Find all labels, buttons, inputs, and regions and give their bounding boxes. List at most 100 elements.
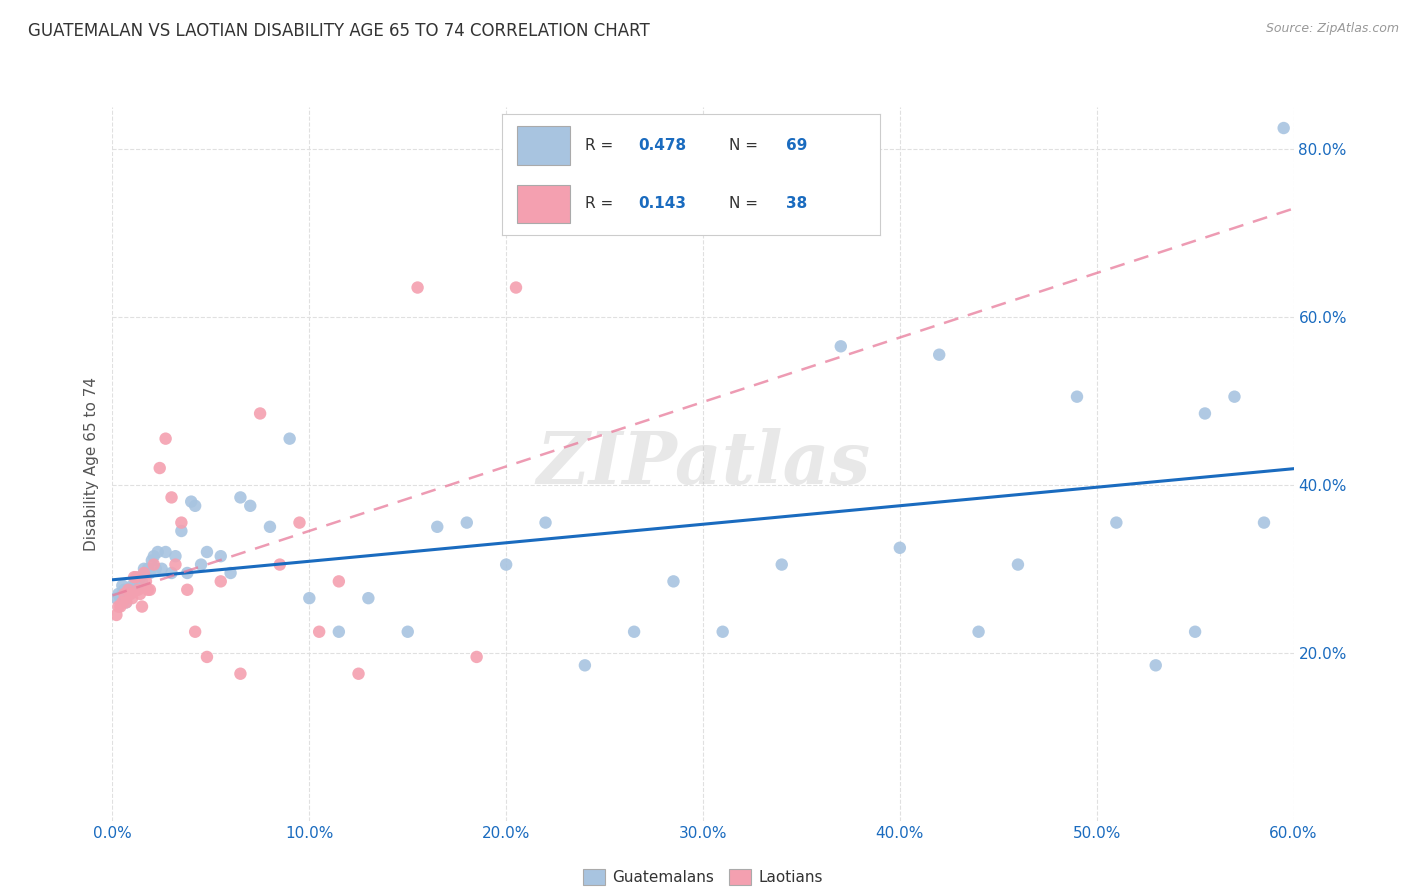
Point <box>662 574 685 589</box>
Point <box>505 280 527 294</box>
Point <box>229 666 252 681</box>
Point <box>1194 407 1216 421</box>
Text: ZIPatlas: ZIPatlas <box>536 428 870 500</box>
Point <box>155 432 177 446</box>
Point <box>155 545 177 559</box>
Point <box>141 553 163 567</box>
Point <box>121 582 143 597</box>
Point <box>132 566 155 580</box>
Point <box>146 545 169 559</box>
Point <box>406 280 429 294</box>
Point <box>139 582 162 597</box>
Point <box>165 549 187 564</box>
Point <box>170 516 193 530</box>
Point <box>107 599 129 614</box>
Point <box>131 599 153 614</box>
Point <box>249 407 271 421</box>
Point <box>131 574 153 589</box>
Point <box>135 566 157 580</box>
Point <box>209 549 232 564</box>
Point <box>1066 390 1088 404</box>
Point <box>967 624 990 639</box>
Point <box>115 595 138 609</box>
Point <box>117 582 139 597</box>
Point <box>135 574 157 589</box>
Point <box>465 649 488 664</box>
Point <box>1223 390 1246 404</box>
Point <box>110 591 132 606</box>
Point <box>1105 516 1128 530</box>
Point <box>150 562 173 576</box>
Point <box>122 578 145 592</box>
Point <box>111 595 134 609</box>
Point <box>269 558 291 572</box>
Point <box>176 566 198 580</box>
Point <box>928 348 950 362</box>
Point <box>105 607 128 622</box>
Point <box>136 582 159 597</box>
Point <box>129 570 152 584</box>
Point <box>105 591 128 606</box>
Point <box>1272 121 1295 136</box>
Point <box>129 587 152 601</box>
Point <box>288 516 311 530</box>
Point <box>328 624 350 639</box>
Point <box>111 587 134 601</box>
Point <box>357 591 380 606</box>
Point <box>149 461 172 475</box>
Point <box>574 658 596 673</box>
Point <box>1007 558 1029 572</box>
Point <box>120 587 142 601</box>
Point <box>115 595 138 609</box>
Point <box>623 624 645 639</box>
Point <box>347 666 370 681</box>
Point <box>456 516 478 530</box>
Point <box>180 494 202 508</box>
Point <box>125 582 148 597</box>
Point <box>170 524 193 538</box>
Point <box>1184 624 1206 639</box>
Point <box>121 591 143 606</box>
Point <box>1253 516 1275 530</box>
Point <box>165 558 187 572</box>
Point <box>110 599 132 614</box>
Point <box>112 582 135 597</box>
Point <box>160 491 183 505</box>
Point <box>1144 658 1167 673</box>
Point <box>112 591 135 606</box>
Text: GUATEMALAN VS LAOTIAN DISABILITY AGE 65 TO 74 CORRELATION CHART: GUATEMALAN VS LAOTIAN DISABILITY AGE 65 … <box>28 22 650 40</box>
Point <box>184 624 207 639</box>
Point <box>127 574 149 589</box>
Y-axis label: Disability Age 65 to 74: Disability Age 65 to 74 <box>83 376 98 551</box>
Point <box>120 587 142 601</box>
Point <box>107 587 129 601</box>
Point <box>121 578 143 592</box>
Point <box>219 566 242 580</box>
Point <box>195 545 218 559</box>
Point <box>396 624 419 639</box>
Point <box>142 558 165 572</box>
Point <box>495 558 517 572</box>
Point <box>142 549 165 564</box>
Point <box>308 624 330 639</box>
Point <box>136 562 159 576</box>
Point <box>115 587 138 601</box>
Point <box>298 591 321 606</box>
Point <box>229 491 252 505</box>
Point <box>160 566 183 580</box>
Legend: Guatemalans, Laotians: Guatemalans, Laotians <box>576 863 830 891</box>
Point <box>125 570 148 584</box>
Point <box>259 520 281 534</box>
Point <box>278 432 301 446</box>
Point <box>195 649 218 664</box>
Point <box>127 582 149 597</box>
Point <box>145 562 167 576</box>
Point <box>889 541 911 555</box>
Point <box>122 570 145 584</box>
Point <box>711 624 734 639</box>
Point <box>209 574 232 589</box>
Point <box>534 516 557 530</box>
Point <box>190 558 212 572</box>
Point <box>328 574 350 589</box>
Point <box>426 520 449 534</box>
